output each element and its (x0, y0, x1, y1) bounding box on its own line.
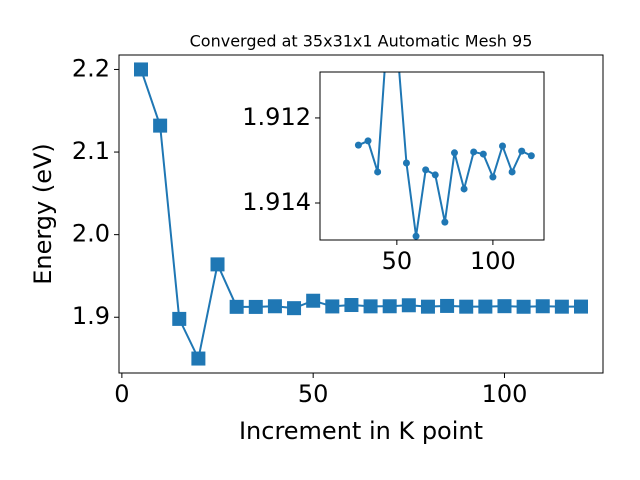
marker (440, 298, 455, 313)
marker (460, 185, 468, 193)
marker (574, 299, 588, 314)
marker (134, 62, 148, 77)
marker (248, 299, 263, 314)
marker (306, 293, 321, 308)
marker (364, 137, 372, 145)
y-tick-label: 1.9 (72, 302, 110, 330)
x-tick-label: 100 (470, 247, 516, 275)
marker (518, 147, 526, 155)
marker (554, 299, 569, 314)
marker (470, 148, 478, 156)
marker (344, 298, 359, 313)
y-tick-label: 2.2 (72, 54, 110, 82)
marker (431, 171, 439, 179)
marker (402, 159, 410, 167)
marker (459, 299, 474, 314)
chart-title: Converged at 35x31x1 Automatic Mesh 95 (190, 32, 533, 51)
x-tick-label: 50 (298, 380, 329, 408)
marker (287, 301, 302, 316)
marker (527, 152, 535, 160)
y-tick-label: 2.0 (72, 220, 110, 248)
marker (450, 149, 458, 157)
marker (535, 299, 550, 314)
marker (153, 118, 168, 133)
y-tick-label: 1.914 (242, 188, 311, 216)
y-tick-label: 1.912 (242, 103, 311, 131)
marker (267, 299, 282, 314)
marker (401, 298, 416, 313)
marker (412, 232, 420, 240)
marker (229, 299, 244, 314)
marker (489, 173, 497, 181)
marker (354, 141, 362, 149)
marker (479, 150, 487, 158)
marker (508, 168, 516, 176)
x-tick-label: 100 (482, 380, 528, 408)
marker (420, 299, 435, 314)
marker (210, 257, 225, 272)
marker (441, 218, 449, 226)
marker (478, 299, 493, 314)
axes-frame (319, 71, 545, 241)
marker (363, 299, 378, 314)
axes-frame (118, 54, 604, 374)
y-tick-label: 2.1 (72, 137, 110, 165)
x-tick-label: 50 (382, 247, 413, 275)
x-axis-label: Increment in K point (239, 417, 483, 445)
plot-area (320, 72, 544, 240)
marker (191, 351, 206, 366)
x-tick-label: 0 (114, 380, 129, 408)
marker (499, 142, 507, 150)
marker (422, 166, 430, 174)
marker (497, 299, 512, 314)
marker (382, 299, 397, 314)
marker (325, 299, 340, 314)
marker (172, 311, 187, 326)
marker (374, 168, 382, 176)
marker (516, 299, 531, 314)
y-axis-label: Energy (eV) (29, 143, 57, 285)
